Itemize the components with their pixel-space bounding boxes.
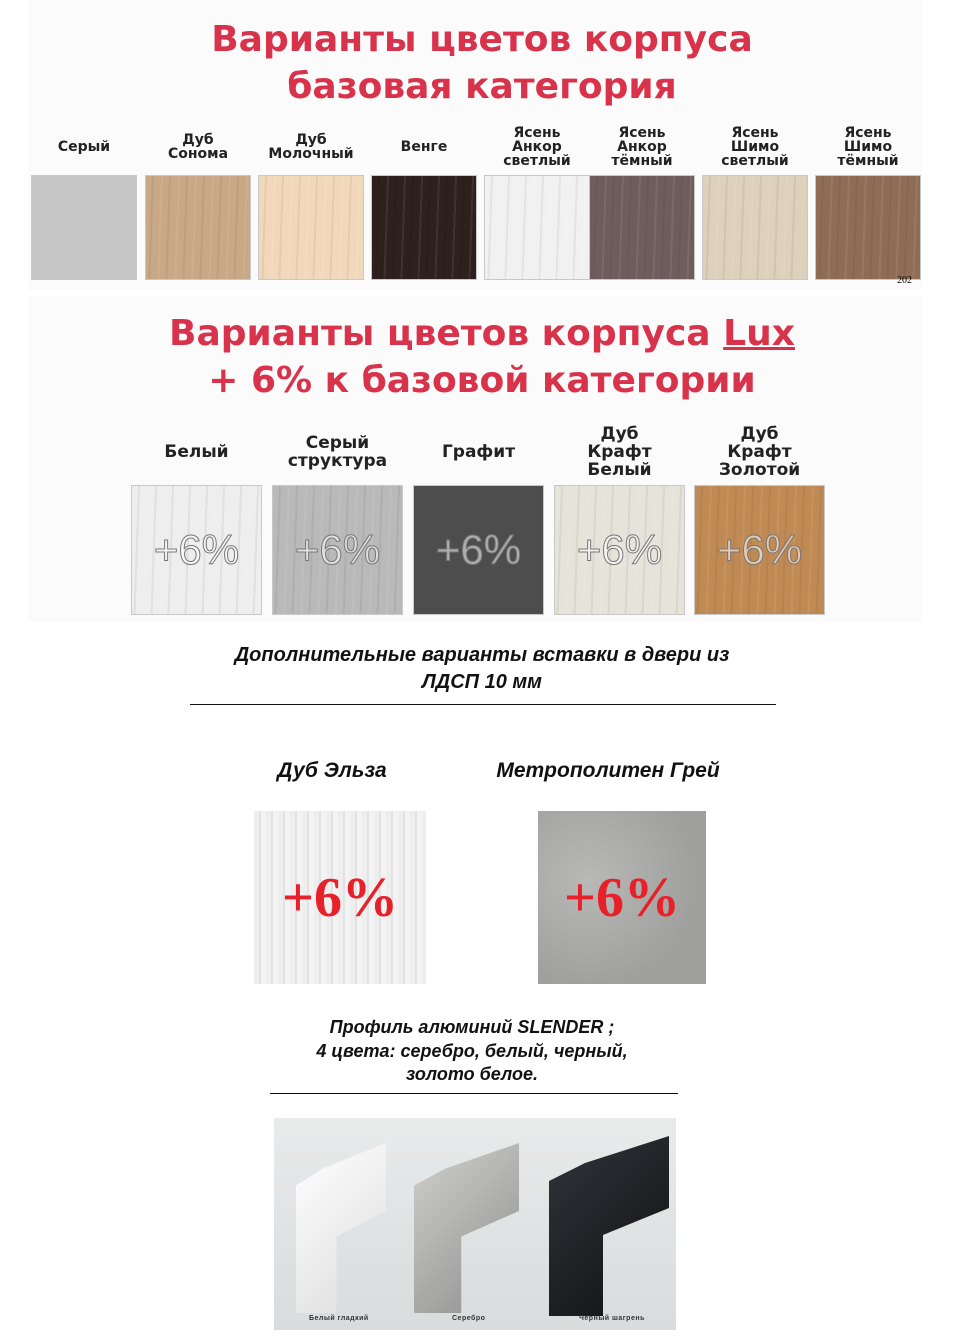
profile-black [549, 1136, 669, 1316]
base-swatch[interactable] [258, 175, 364, 280]
lux-swatch-label: Серый структура [287, 433, 388, 471]
base-swatch-label: Дуб Сонома [167, 132, 229, 162]
base-title-line2: базовая категория [287, 66, 677, 107]
insert-badge-metropolitan: +6% [564, 866, 680, 929]
base-swatch[interactable] [589, 175, 695, 280]
lux-swatch[interactable] [554, 485, 685, 615]
profile-label-black: Чёрный шагрень [579, 1315, 645, 1322]
profile-silver [414, 1143, 519, 1313]
divider [270, 1093, 678, 1094]
insert-swatch-metropolitan [538, 811, 706, 984]
lux-title-line2: + 6% к базовой категории [208, 360, 756, 401]
insert-badge-elsa: +6% [282, 866, 398, 929]
base-swatch-label: Ясень Анкор тёмный [611, 125, 673, 169]
divider [190, 704, 776, 705]
lux-swatch[interactable] [131, 485, 262, 615]
base-swatch-label: Ясень Шимо светлый [721, 125, 789, 169]
base-swatch[interactable] [31, 175, 137, 280]
lux-swatch[interactable] [413, 485, 544, 615]
profile-white [296, 1143, 386, 1313]
lux-swatch[interactable] [272, 485, 403, 615]
lux-swatch-label: Дуб Крафт Золотой [718, 424, 801, 480]
base-swatch-label: Ясень Анкор светлый [503, 125, 571, 169]
lux-title-lux: Lux [723, 313, 795, 354]
lux-swatch-label: Графит [441, 442, 516, 462]
base-swatch[interactable] [702, 175, 808, 280]
base-swatch[interactable] [371, 175, 477, 280]
lux-badge: +6% [576, 526, 663, 574]
lux-swatch[interactable] [694, 485, 825, 615]
profile-line2: 4 цвета: серебро, белый, черный, [316, 1041, 628, 1061]
inserts-heading-line1: Дополнительные варианты вставки в двери … [234, 644, 730, 666]
lux-swatch-label: Белый [164, 442, 229, 462]
lux-badge: +6% [716, 526, 803, 574]
base-title-line1: Варианты цветов корпуса [211, 19, 753, 60]
base-swatch[interactable] [815, 175, 921, 280]
inserts-heading-line2: ЛДСП 10 мм [422, 671, 542, 693]
base-swatch-label: Дуб Молочный [268, 132, 354, 162]
insert-swatch-elsa [254, 811, 426, 984]
insert-label-metropolitan: Метрополитен Грей [496, 759, 720, 782]
lux-title-line1: Варианты цветов корпуса Lux [0, 310, 964, 358]
lux-badge: +6% [435, 526, 522, 574]
base-swatch[interactable] [145, 175, 251, 280]
lux-title-text: Варианты цветов корпуса [169, 313, 724, 354]
lux-swatch-label: Дуб Крафт Белый [587, 424, 652, 480]
profile-image: Белый гладкий Серебро Чёрный шагрень [274, 1118, 676, 1330]
profile-line1: Профиль алюминий SLENDER ; [329, 1017, 615, 1037]
base-swatch[interactable] [484, 175, 590, 280]
profile-label-white: Белый гладкий [309, 1315, 369, 1322]
corner-mark: 202 [897, 275, 912, 286]
profile-label-silver: Серебро [452, 1315, 486, 1322]
base-swatch-label: Ясень Шимо тёмный [837, 125, 899, 169]
insert-label-elsa: Дуб Эльза [277, 759, 387, 782]
base-swatch-label: Венге [400, 139, 448, 155]
lux-badge: +6% [294, 526, 381, 574]
lux-badge: +6% [153, 526, 240, 574]
profile-line3: золото белое. [405, 1064, 538, 1084]
base-swatch-label: Серый [57, 139, 111, 155]
